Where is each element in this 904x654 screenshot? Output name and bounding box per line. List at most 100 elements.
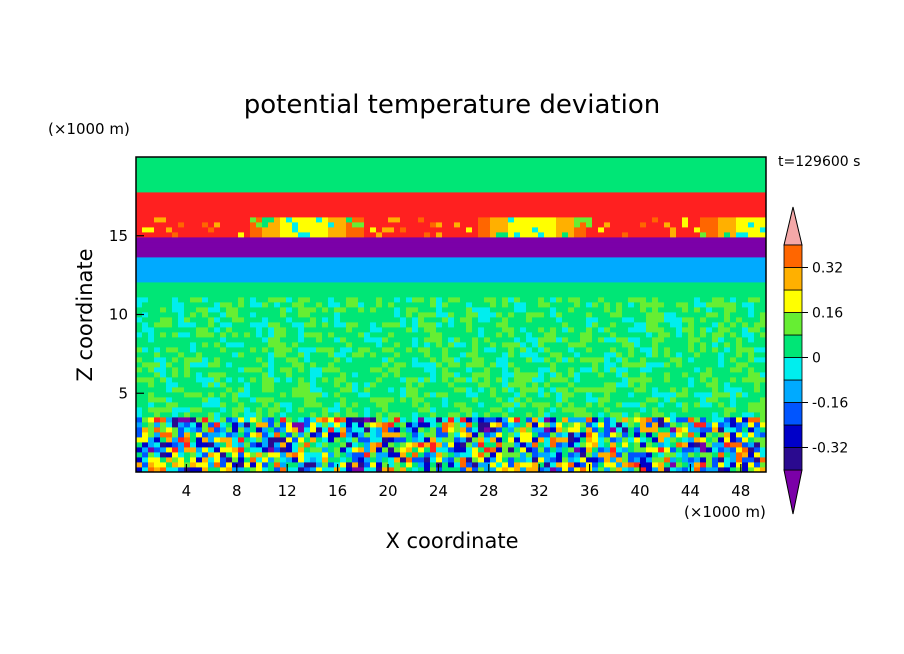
contour-cell [424,177,431,183]
contour-cell [166,282,173,288]
contour-cell [310,377,317,383]
contour-cell [388,317,395,323]
contour-cell [256,362,263,368]
contour-cell [484,342,491,348]
contour-cell [424,277,431,283]
contour-cell [520,252,527,258]
contour-cell [196,202,203,208]
contour-cell [478,262,485,268]
contour-cell [208,222,215,228]
contour-cell [226,422,233,428]
contour-cell [244,432,251,438]
contour-cell [232,237,239,243]
contour-cell [202,362,209,368]
contour-cell [178,457,185,463]
contour-cell [172,327,179,333]
contour-cell [448,182,455,188]
contour-cell [568,312,575,318]
contour-cell [214,377,221,383]
contour-cell [580,187,587,193]
contour-cell [424,242,431,248]
contour-cell [412,237,419,243]
contour-cell [142,257,149,263]
contour-cell [574,157,581,163]
contour-cell [484,447,491,453]
contour-cell [280,227,287,233]
contour-cell [412,382,419,388]
contour-cell [250,422,257,428]
contour-cell [340,162,347,168]
contour-cell [496,422,503,428]
contour-cell [316,337,323,343]
contour-cell [328,327,335,333]
contour-cell [148,172,155,178]
contour-cell [364,452,371,458]
contour-cell [406,177,413,183]
contour-cell [370,192,377,198]
contour-cell [346,357,353,363]
contour-cell [544,372,551,378]
contour-cell [526,437,533,443]
contour-cell [322,287,329,293]
contour-cell [238,332,245,338]
contour-cell [274,267,281,273]
contour-cell [460,317,467,323]
contour-cell [604,377,611,383]
contour-cell [466,367,473,373]
contour-cell [550,287,557,293]
contour-cell [232,337,239,343]
contour-cell [538,287,545,293]
contour-cell [178,177,185,183]
contour-cell [466,407,473,413]
contour-cell [508,302,515,308]
contour-cell [574,357,581,363]
contour-cell [424,257,431,263]
contour-cell [238,382,245,388]
contour-cell [472,387,479,393]
contour-cell [304,217,311,223]
contour-cell [334,417,341,423]
contour-cell [592,292,599,298]
contour-cell [388,187,395,193]
contour-cell [604,277,611,283]
contour-cell [502,422,509,428]
contour-cell [544,362,551,368]
contour-cell [370,262,377,268]
contour-cell [502,447,509,453]
contour-cell [196,332,203,338]
contour-cell [574,332,581,338]
contour-cell [352,222,359,228]
contour-cell [502,182,509,188]
contour-cell [598,277,605,283]
contour-cell [202,287,209,293]
contour-cell [478,397,485,403]
contour-cell [238,242,245,248]
contour-cell [532,262,539,268]
contour-cell [448,167,455,173]
contour-cell [556,432,563,438]
contour-cell [298,442,305,448]
contour-cell [514,287,521,293]
contour-cell [238,237,245,243]
contour-cell [448,247,455,253]
contour-cell [190,447,197,453]
contour-cell [568,457,575,463]
contour-cell [610,432,617,438]
contour-cell [580,387,587,393]
contour-cell [460,232,467,238]
contour-cell [586,397,593,403]
contour-cell [574,162,581,168]
contour-cell [346,197,353,203]
contour-cell [316,157,323,163]
contour-cell [610,457,617,463]
contour-cell [460,177,467,183]
contour-cell [376,242,383,248]
contour-cell [532,207,539,213]
contour-cell [154,367,161,373]
contour-cell [202,157,209,163]
contour-cell [232,162,239,168]
contour-cell [184,277,191,283]
contour-cell [208,307,215,313]
contour-cell [328,442,335,448]
contour-cell [274,407,281,413]
